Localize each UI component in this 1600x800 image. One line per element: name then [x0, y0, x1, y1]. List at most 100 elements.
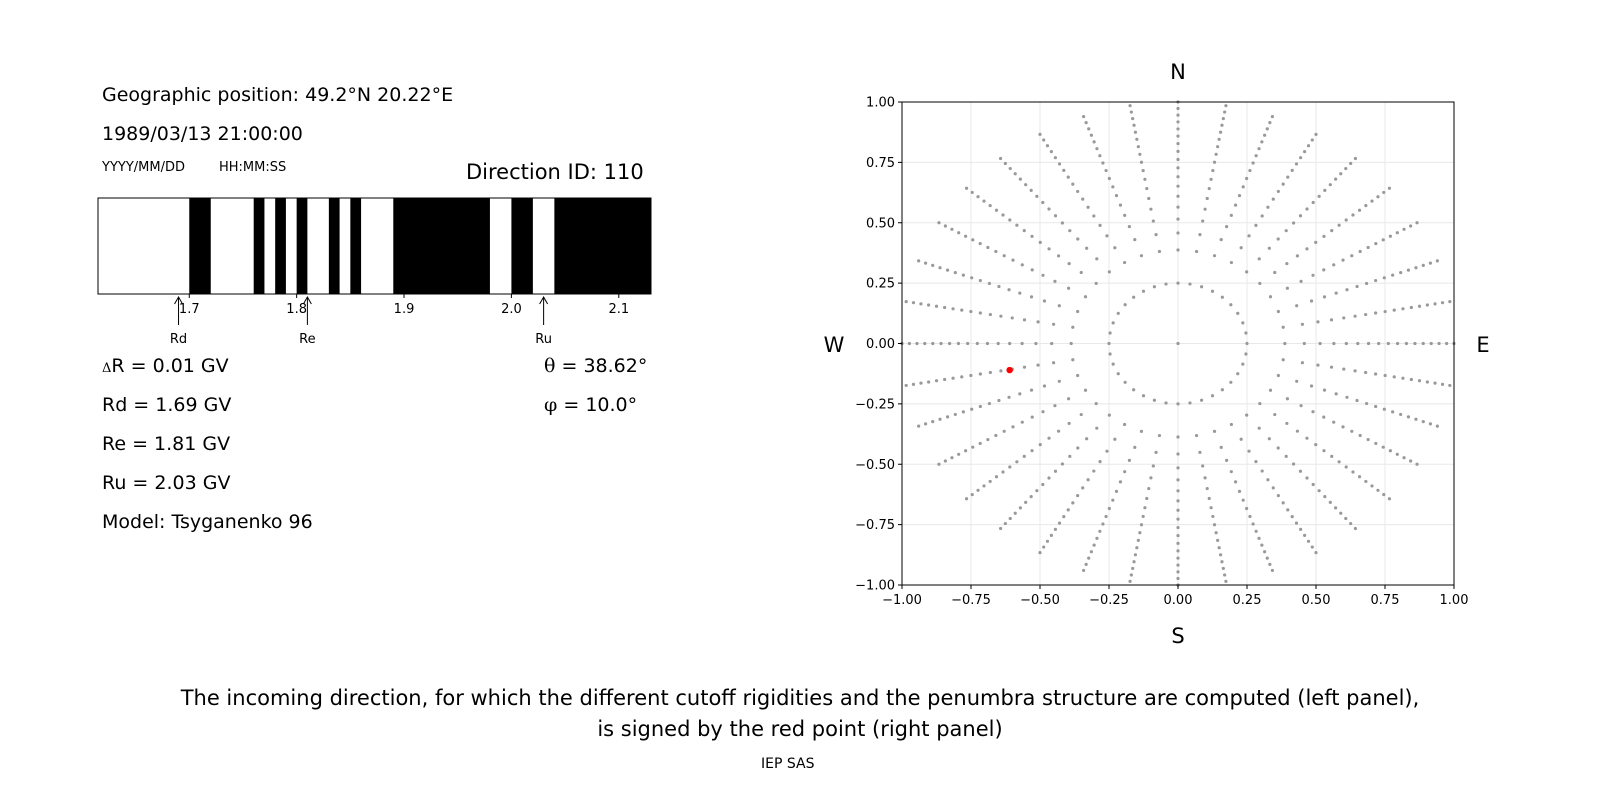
grid-point: [1111, 362, 1115, 366]
grid-point: [1344, 516, 1348, 521]
grid-point: [978, 441, 982, 446]
grid-point: [1036, 320, 1040, 324]
grid-point: [1201, 464, 1205, 468]
grid-point: [1132, 560, 1136, 564]
grid-point: [1092, 543, 1096, 547]
grid-point: [1095, 426, 1099, 430]
y-tick-label: 0.75: [866, 156, 895, 171]
grid-point: [1123, 303, 1127, 307]
direction-id: Direction ID: 110: [466, 160, 644, 184]
grid-point: [1095, 257, 1099, 261]
grid-point: [1350, 429, 1354, 433]
grid-point: [1066, 508, 1070, 512]
grid-point: [1254, 529, 1258, 533]
grid-point: [1342, 367, 1346, 371]
grid-point: [1036, 363, 1040, 367]
grid-point: [1233, 203, 1238, 207]
grid-point: [1225, 225, 1229, 229]
grid-point: [1176, 142, 1180, 146]
grid-point: [1199, 398, 1204, 402]
grid-point: [1141, 168, 1145, 173]
grid-point: [998, 526, 1003, 531]
grid-point: [1086, 478, 1090, 482]
grid-point: [1294, 521, 1299, 525]
grid-point: [1062, 168, 1066, 173]
grid-point: [1176, 525, 1180, 530]
grid-point: [1082, 568, 1086, 573]
penumbra-band: [275, 198, 286, 294]
grid-point: [1284, 229, 1288, 233]
grid-point: [1366, 437, 1370, 442]
grid-point: [1248, 168, 1252, 173]
south-label: S: [1171, 624, 1184, 648]
grid-point: [1122, 422, 1127, 427]
grid-point: [1414, 417, 1418, 421]
grid-point: [1107, 413, 1111, 417]
grid-point: [1176, 184, 1180, 188]
grid-point: [1076, 446, 1080, 450]
grid-point: [1107, 270, 1111, 274]
grid-point: [1291, 221, 1296, 225]
grid-point: [1229, 380, 1233, 384]
grid-point: [1366, 341, 1371, 346]
grid-point: [1107, 506, 1111, 511]
grid-point: [1022, 454, 1026, 458]
grid-point: [1015, 223, 1019, 227]
date-format-label: YYYY/MM/DD: [102, 160, 185, 175]
grid-point: [1030, 268, 1034, 272]
grid-point: [1194, 433, 1199, 438]
grid-point: [988, 479, 992, 484]
grid-point: [1128, 579, 1132, 583]
grid-point: [911, 382, 916, 386]
grid-point: [1212, 523, 1217, 527]
grid-point: [1299, 279, 1303, 283]
x-tick-label: −0.50: [1020, 593, 1060, 608]
grid-point: [1008, 341, 1012, 346]
grid-point: [1356, 341, 1360, 346]
grid-point: [1022, 365, 1027, 369]
grid-point: [1364, 312, 1368, 317]
east-label: E: [1476, 333, 1489, 357]
grid-point: [1305, 476, 1309, 480]
grid-point: [1118, 203, 1123, 207]
grid-point: [997, 398, 1001, 403]
grid-point: [1392, 375, 1396, 379]
grid-point: [1387, 497, 1392, 501]
grid-point: [1237, 194, 1242, 198]
grid-point: [1229, 422, 1234, 427]
grid-point: [915, 341, 919, 346]
phi-row: φ = 10.0°: [544, 394, 637, 416]
grid-point: [1251, 161, 1255, 165]
grid-point: [969, 309, 973, 314]
grid-point: [1276, 373, 1280, 378]
grid-point: [1286, 175, 1290, 179]
geo-position: Geographic position: 49.2°N 20.22°E: [102, 84, 454, 106]
grid-point: [1387, 186, 1392, 190]
grid-point: [1038, 240, 1042, 244]
grid-point: [1341, 258, 1345, 262]
grid-point: [1229, 213, 1233, 217]
grid-point: [1237, 489, 1242, 493]
grid-point: [999, 369, 1003, 373]
grid-point: [1067, 397, 1071, 401]
grid-point: [1355, 284, 1359, 289]
grid-point: [1018, 392, 1022, 396]
grid-point: [1057, 304, 1061, 308]
grid-point: [1257, 147, 1261, 151]
grid-point: [1024, 183, 1028, 187]
penumbra-tick-label: 2.0: [501, 302, 522, 317]
grid-point: [1127, 225, 1131, 229]
grid-point: [1425, 303, 1429, 307]
grid-point: [1281, 182, 1285, 186]
grid-point: [1265, 556, 1269, 560]
grid-point: [1018, 506, 1022, 510]
grid-point: [1276, 189, 1280, 194]
grid-point: [1139, 254, 1144, 258]
grid-point: [1024, 500, 1028, 504]
grid-point: [1138, 531, 1142, 535]
grid-point: [1298, 469, 1303, 473]
grid-point: [1281, 358, 1285, 362]
grid-point: [1071, 501, 1075, 505]
grid-point: [1425, 380, 1429, 384]
y-tick-label: 1.00: [866, 96, 895, 111]
